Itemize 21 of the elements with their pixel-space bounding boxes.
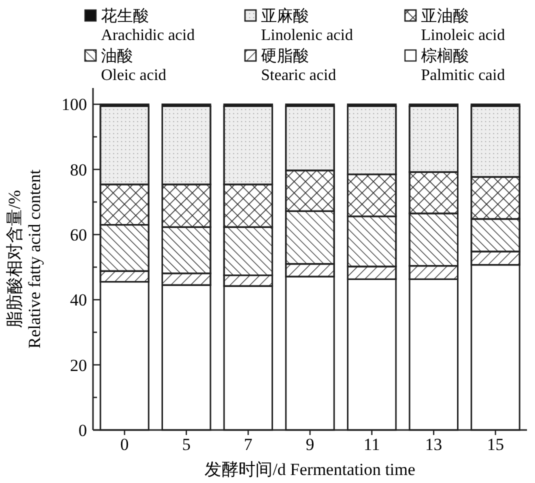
y-tick-label: 60 — [70, 226, 87, 245]
x-tick-label: 5 — [182, 435, 191, 454]
y-tick-label: 0 — [78, 420, 87, 440]
x-tick-label: 13 — [425, 435, 442, 454]
y-tick-label: 40 — [70, 290, 87, 310]
legend-label: 棕榈酸 Palmitic caid — [421, 47, 505, 84]
legend-label: 油酸 Oleic acid — [101, 47, 166, 84]
x-tick-label: 15 — [486, 435, 504, 454]
y-axis-title: 脂肪酸相对含量/% Relative fatty acid content — [5, 169, 44, 348]
x-tick-label: 0 — [120, 435, 129, 454]
legend-label: 亚油酸 Linoleic acid — [421, 7, 505, 44]
legend-label: 硬脂酸 Stearic acid — [261, 47, 336, 84]
y-tick-label: 20 — [70, 356, 87, 375]
legend-label: 花生酸 Arachidic acid — [101, 7, 195, 44]
x-axis-title: 发酵时间/d Fermentation time — [204, 460, 416, 479]
x-tick-label: 11 — [364, 435, 380, 454]
y-tick-label: 100 — [62, 95, 87, 114]
legend-label: 亚麻酸 Linolenic acid — [261, 7, 353, 44]
x-tick-label: 9 — [306, 435, 314, 454]
x-tick-label: 7 — [244, 435, 253, 454]
y-tick-label: 80 — [70, 160, 87, 180]
